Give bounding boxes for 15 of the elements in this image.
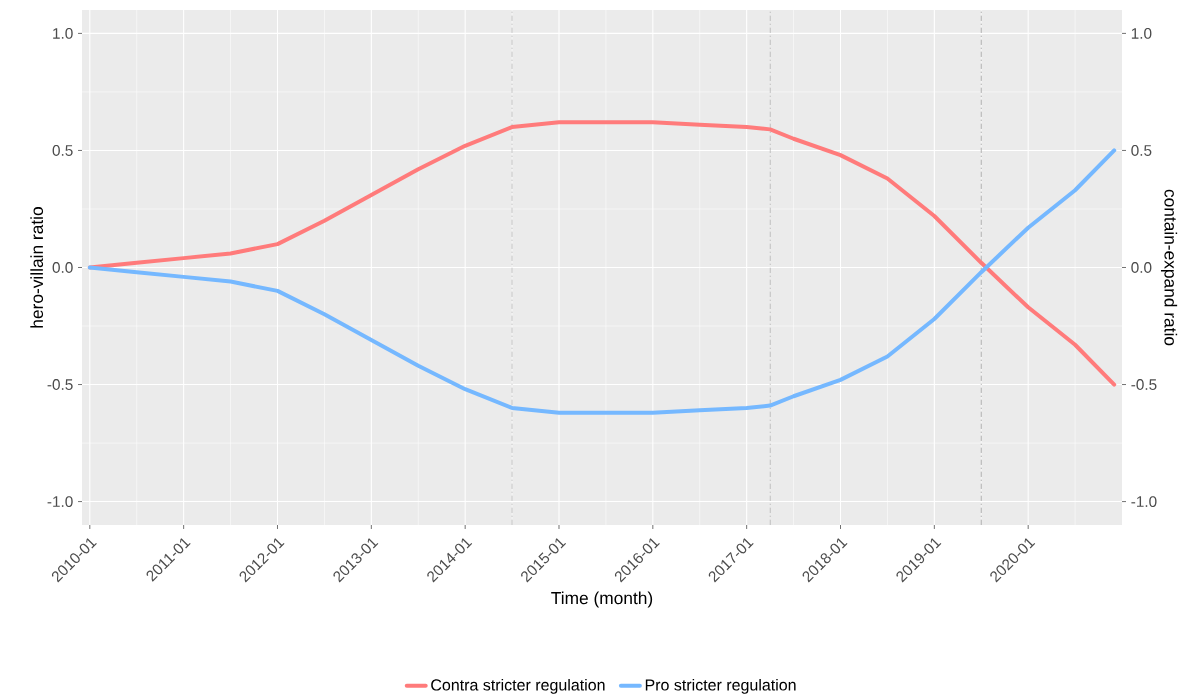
y-axis-title: hero-villain ratio <box>30 207 44 328</box>
y2-tick-label: -1.0 <box>1131 496 1157 508</box>
legend-label: Contra stricter regulation <box>431 678 605 694</box>
y2-tick-label: -0.5 <box>1131 379 1157 390</box>
y2-axis-title: contain-expand ratio <box>1160 189 1178 346</box>
y2-tick-label: 1.0 <box>1131 27 1152 39</box>
y-tick-label: 1.0 <box>53 27 73 39</box>
y-tick-label: 0.5 <box>52 145 73 156</box>
y2-tick-label: 0.0 <box>1131 262 1152 273</box>
legend-label: Pro stricter regulation <box>645 678 796 694</box>
y-tick-label: -0.5 <box>47 379 73 390</box>
y2-tick-label: 0.5 <box>1131 145 1152 156</box>
x-axis-title: Time (month) <box>551 591 653 608</box>
y-tick-label: 0.0 <box>52 262 73 273</box>
y-tick-label: -1.0 <box>47 496 73 508</box>
